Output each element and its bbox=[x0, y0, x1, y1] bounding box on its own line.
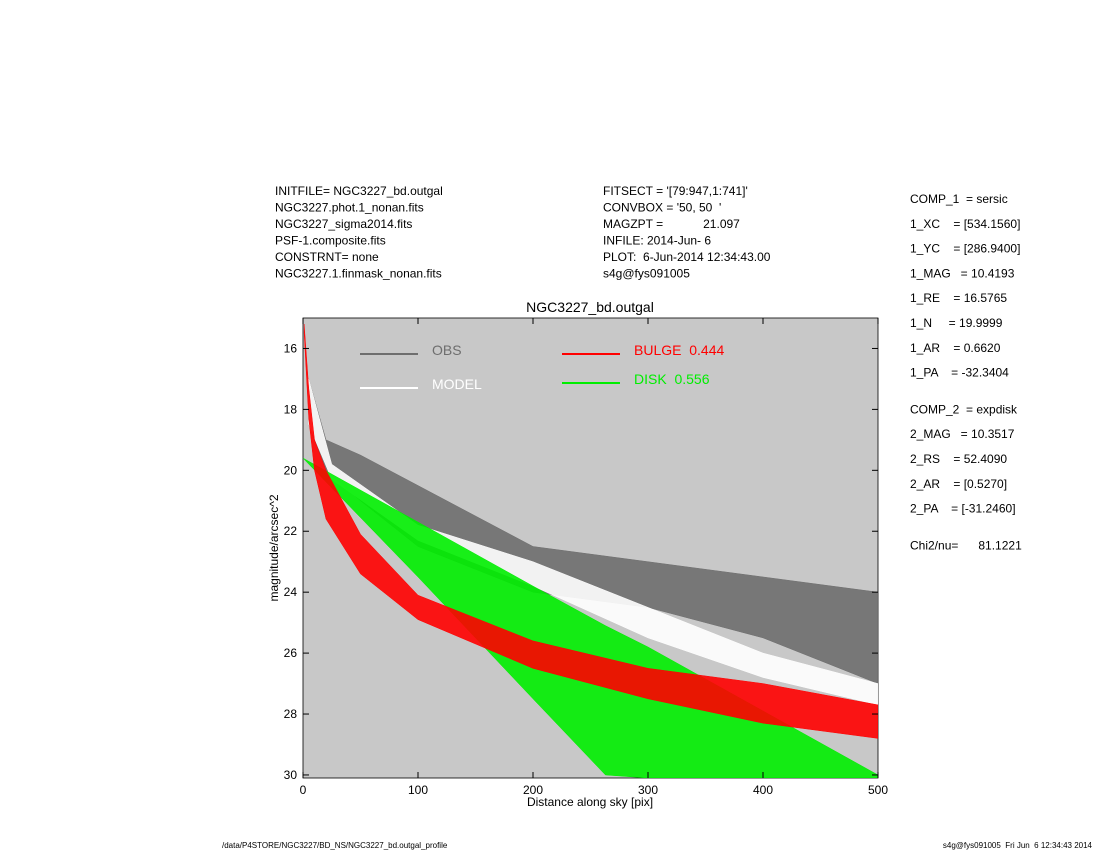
legend-label: OBS bbox=[432, 342, 462, 358]
header-middle-line: INFILE: 2014-Jun- 6 bbox=[603, 234, 711, 248]
y-tick-label: 16 bbox=[284, 341, 298, 355]
y-tick-label: 26 bbox=[284, 646, 298, 660]
component-line: 1_PA = -32.3404 bbox=[910, 366, 1009, 380]
profile-band bbox=[303, 324, 878, 739]
component-line: 1_YC = [286.9400] bbox=[910, 242, 1020, 256]
y-tick-label: 30 bbox=[284, 768, 298, 782]
component-line: Chi2/nu= 81.1221 bbox=[910, 538, 1022, 552]
component-line: COMP_2 = expdisk bbox=[910, 402, 1018, 416]
y-tick-label: 20 bbox=[284, 463, 298, 477]
header-left-line: CONSTRNT= none bbox=[275, 250, 379, 264]
plot-content bbox=[303, 324, 878, 778]
y-tick-label: 28 bbox=[284, 707, 298, 721]
header-middle-line: FITSECT = '[79:947,1:741]' bbox=[603, 184, 748, 198]
header-middle-line: PLOT: 6-Jun-2014 12:34:43.00 bbox=[603, 250, 771, 264]
x-tick-label: 500 bbox=[868, 783, 888, 797]
component-line: 1_AR = 0.6620 bbox=[910, 341, 1001, 355]
x-tick-label: 400 bbox=[753, 783, 773, 797]
x-axis-label: Distance along sky [pix] bbox=[527, 795, 653, 809]
header-middle-line: CONVBOX = '50, 50 ' bbox=[603, 201, 721, 215]
component-line: 1_XC = [534.1560] bbox=[910, 217, 1020, 231]
y-tick-label: 18 bbox=[284, 402, 298, 416]
header-left-line: PSF-1.composite.fits bbox=[275, 234, 386, 248]
header-middle-line: MAGZPT = 21.097 bbox=[603, 217, 740, 231]
legend-label: MODEL bbox=[432, 376, 482, 392]
chart-title: NGC3227_bd.outgal bbox=[526, 299, 654, 315]
y-tick-label: 24 bbox=[284, 585, 298, 599]
x-tick-label: 0 bbox=[300, 783, 307, 797]
header-left-line: NGC3227.phot.1_nonan.fits bbox=[275, 201, 424, 215]
x-tick-label: 300 bbox=[638, 783, 658, 797]
header-left-line: NGC3227_sigma2014.fits bbox=[275, 217, 412, 231]
x-tick-label: 100 bbox=[408, 783, 428, 797]
header-middle-line: s4g@fys091005 bbox=[603, 267, 690, 281]
header-left-line: INITFILE= NGC3227_bd.outgal bbox=[275, 184, 443, 198]
legend-label: BULGE 0.444 bbox=[634, 342, 724, 358]
legend-label: DISK 0.556 bbox=[634, 371, 710, 387]
header-left-line: NGC3227.1.finmask_nonan.fits bbox=[275, 267, 442, 281]
component-line: 2_AR = [0.5270] bbox=[910, 477, 1007, 491]
component-line: 2_RS = 52.4090 bbox=[910, 452, 1007, 466]
y-tick-label: 22 bbox=[284, 524, 298, 538]
component-line: COMP_1 = sersic bbox=[910, 192, 1008, 206]
footer-stamp: s4g@fys091005 Fri Jun 6 12:34:43 2014 bbox=[943, 841, 1093, 850]
component-line: 2_MAG = 10.3517 bbox=[910, 427, 1015, 441]
component-line: 1_RE = 16.5765 bbox=[910, 291, 1007, 305]
component-line: 1_MAG = 10.4193 bbox=[910, 266, 1015, 280]
component-line: 1_N = 19.9999 bbox=[910, 316, 1003, 330]
y-axis-label: magnitude/arcsec^2 bbox=[267, 494, 281, 601]
x-tick-label: 200 bbox=[523, 783, 543, 797]
component-line: 2_PA = [-31.2460] bbox=[910, 502, 1016, 516]
footer-path: /data/P4STORE/NGC3227/BD_NS/NGC3227_bd.o… bbox=[222, 841, 448, 850]
